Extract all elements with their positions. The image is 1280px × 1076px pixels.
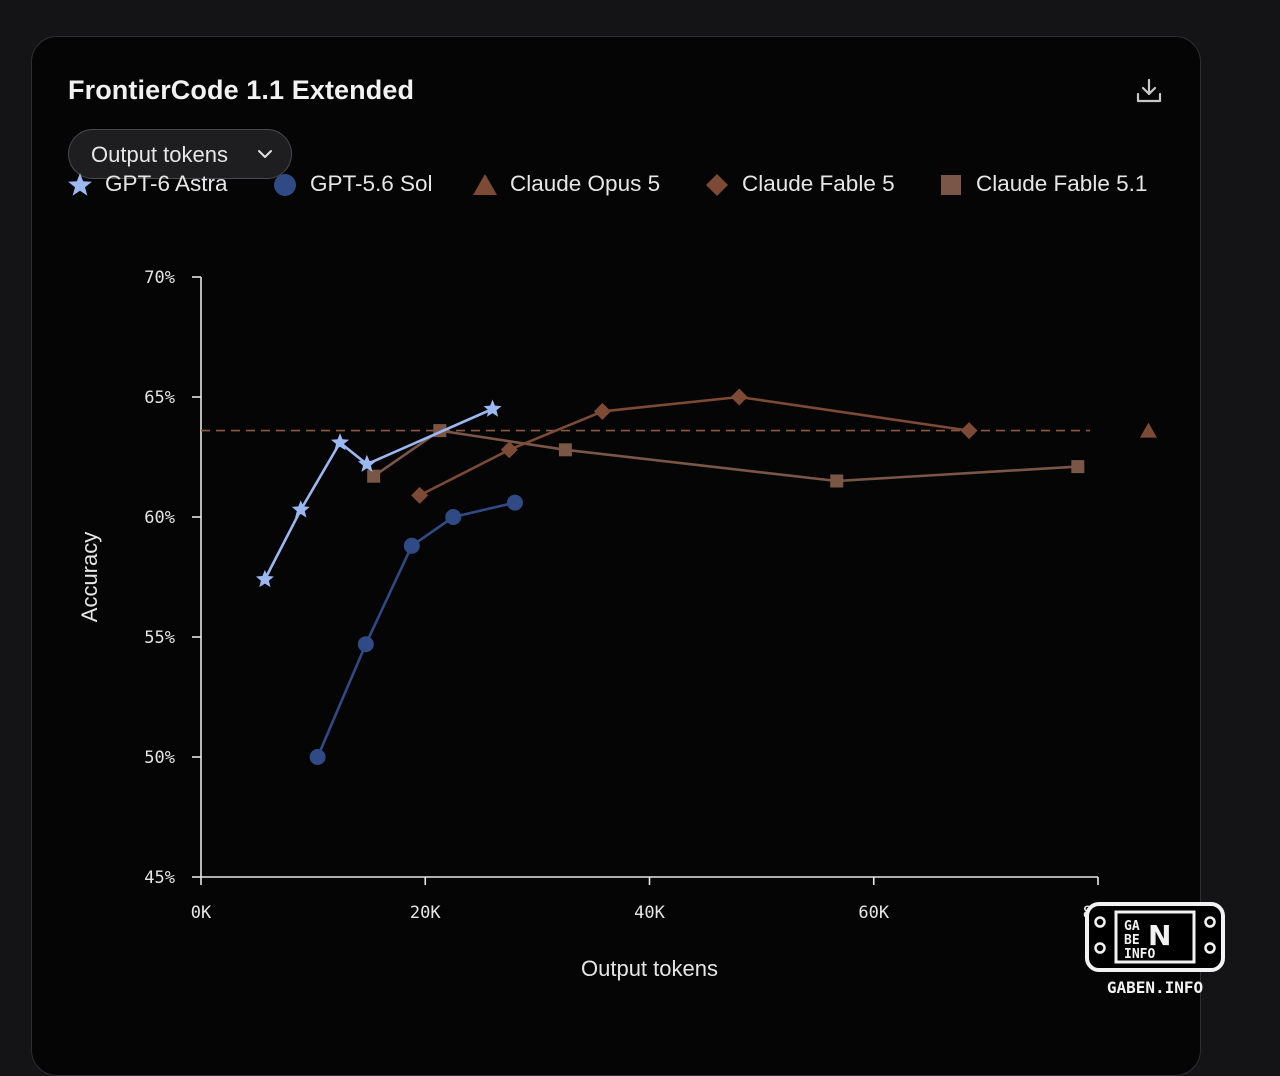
accuracy-vs-tokens-plot: 45%50%55%60%65%70%0K20K40K60K80KOutput t… — [77, 268, 1157, 981]
triangle-point — [1139, 422, 1157, 438]
legend-label: GPT-5.6 Sol — [310, 171, 433, 196]
triangle-marker-icon — [473, 174, 497, 195]
star-point — [291, 500, 310, 518]
star-point — [331, 433, 350, 451]
series-gpt-6-astra — [255, 399, 502, 588]
square-marker-icon — [941, 175, 961, 195]
svg-text:BE: BE — [1124, 933, 1140, 948]
legend-item-gpt-5-6-sol[interactable]: GPT-5.6 Sol — [272, 168, 442, 202]
x-tick-label: 60K — [858, 903, 889, 923]
star-point — [255, 569, 274, 588]
y-tick-label: 45% — [144, 868, 175, 888]
x-axis-title: Output tokens — [581, 956, 718, 981]
diamond-point — [960, 422, 978, 440]
x-tick-label: 20K — [410, 903, 441, 923]
y-axis-title: Accuracy — [77, 532, 102, 622]
circle-point — [506, 494, 523, 511]
y-tick-label: 70% — [144, 268, 175, 288]
diamond-marker-icon — [706, 174, 728, 196]
svg-text:INFO: INFO — [1124, 947, 1155, 962]
diamond-point — [500, 441, 518, 459]
diamond-point — [593, 402, 611, 420]
legend-label: Claude Fable 5 — [742, 171, 895, 196]
metric-dropdown-label: Output tokens — [91, 142, 228, 167]
star-point — [483, 399, 502, 417]
y-tick-label: 55% — [144, 628, 175, 648]
star-marker-icon — [68, 173, 92, 196]
legend-item-gpt-6-astra[interactable]: GPT-6 Astra — [67, 168, 242, 202]
download-icon[interactable] — [1133, 75, 1165, 107]
circle-point — [403, 537, 420, 554]
chevron-down-icon — [258, 150, 272, 158]
x-tick-label: 0K — [191, 903, 212, 923]
series-claude-opus-5 — [1139, 422, 1157, 438]
series-line — [418, 395, 971, 497]
series-claude-fable-5 — [411, 388, 978, 504]
legend-item-claude-opus-5[interactable]: Claude Opus 5 — [472, 168, 672, 202]
legend-label: GPT-6 Astra — [105, 171, 228, 196]
svg-text:GA: GA — [1124, 919, 1140, 934]
diamond-point — [411, 486, 429, 504]
circle-point — [357, 636, 374, 653]
series-claude-fable-5-1 — [367, 424, 1085, 488]
y-tick-label: 50% — [144, 748, 175, 768]
watermark-text: GABEN.INFO — [1107, 978, 1203, 997]
circle-point — [309, 749, 326, 765]
legend-label: Claude Opus 5 — [510, 171, 661, 196]
watermark-logo: GA BE N INFO GABEN.INFO — [1084, 902, 1226, 998]
square-point — [1071, 460, 1085, 474]
svg-text:N: N — [1148, 919, 1171, 952]
diamond-point — [730, 388, 748, 406]
circle-point — [445, 509, 462, 525]
x-tick-label: 40K — [634, 903, 665, 923]
legend-label: Claude Fable 5.1 — [976, 171, 1148, 196]
circle-marker-icon — [274, 174, 296, 196]
chart-title: FrontierCode 1.1 Extended — [68, 75, 415, 105]
metric-dropdown[interactable]: Output tokens — [68, 129, 292, 179]
square-point — [558, 443, 572, 457]
star-point — [357, 454, 376, 472]
series-gpt-5-6-sol — [309, 494, 523, 765]
y-tick-label: 65% — [144, 388, 175, 408]
square-point — [830, 474, 844, 488]
legend-item-claude-fable-5[interactable]: Claude Fable 5 — [704, 168, 909, 202]
series-line — [372, 429, 1080, 483]
chart-card: FrontierCode 1.1 Extended Output tokens — [31, 36, 1201, 1076]
y-tick-label: 60% — [144, 508, 175, 528]
legend-item-claude-fable-5-1[interactable]: Claude Fable 5.1 — [938, 168, 1158, 202]
square-point — [367, 469, 381, 483]
